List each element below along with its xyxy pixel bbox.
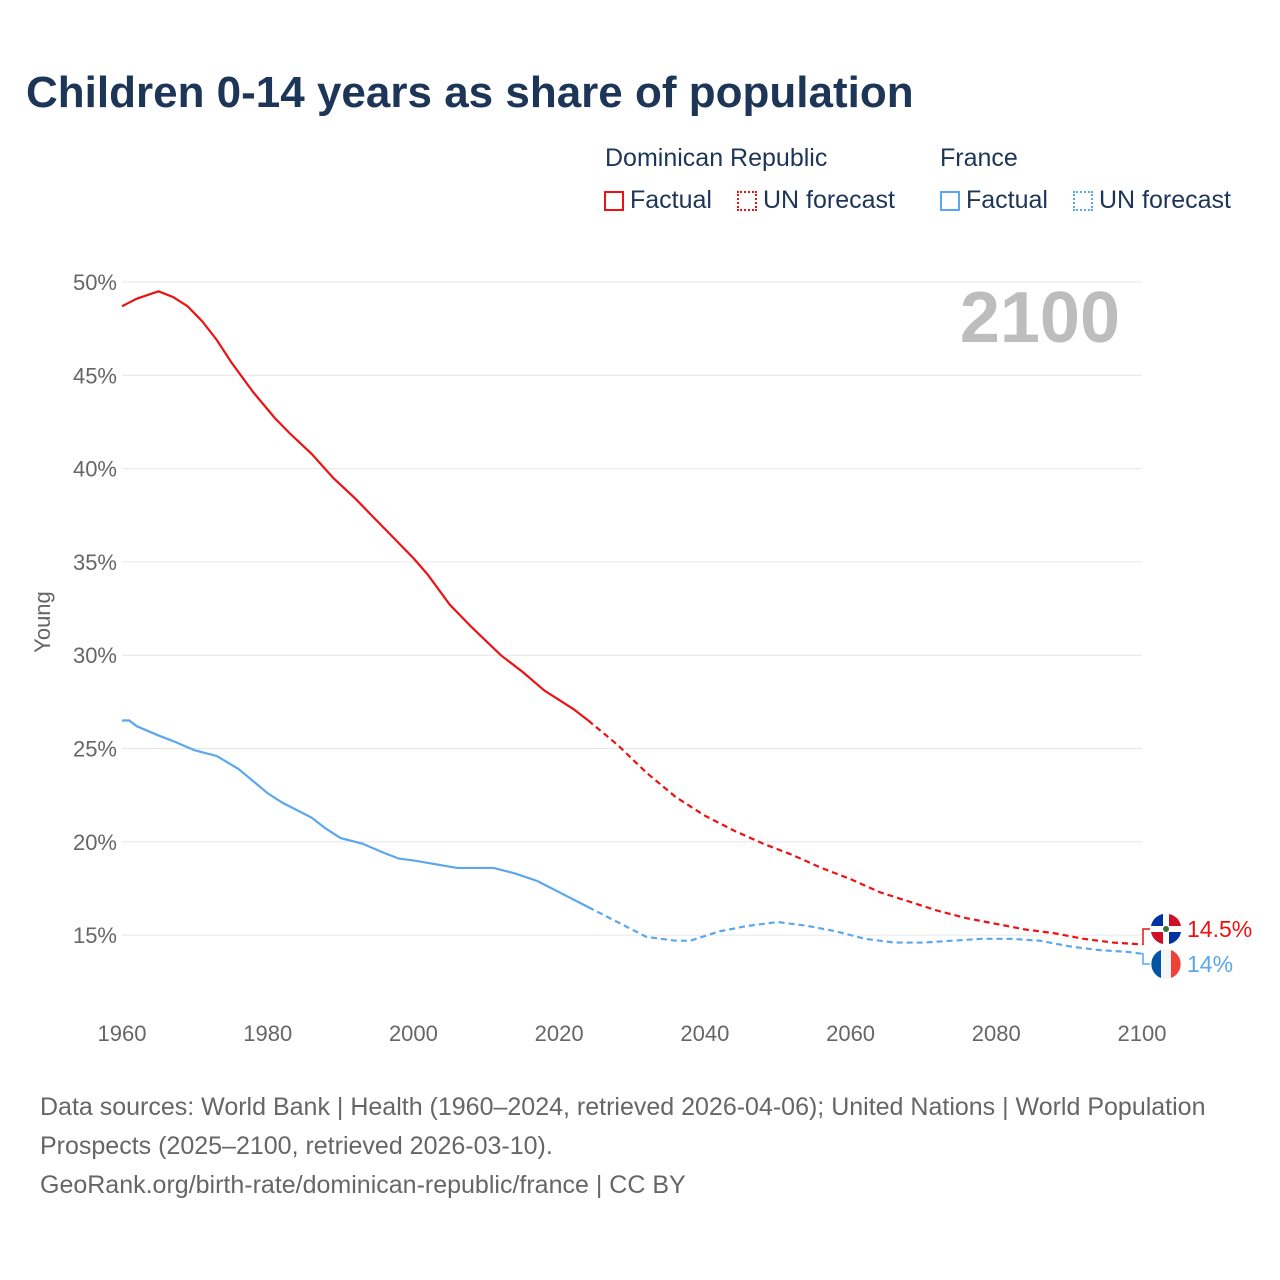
- x-tick-label: 2100: [1118, 1021, 1167, 1046]
- legend-fr-factual[interactable]: Factual: [940, 186, 1048, 215]
- chart-title: Children 0-14 years as share of populati…: [26, 68, 914, 117]
- data-sources: Data sources: World Bank | Health (1960–…: [40, 1093, 1206, 1160]
- legend-label: UN forecast: [763, 186, 895, 214]
- flag-emblem: [1163, 926, 1169, 932]
- legend-group-dr-title: Dominican Republic: [605, 144, 828, 172]
- flag-part: [1171, 950, 1181, 978]
- x-tick-label: 2000: [389, 1021, 438, 1046]
- y-tick-label: 30%: [73, 643, 117, 668]
- y-tick-label: 40%: [73, 457, 117, 482]
- x-tick-label: 2080: [972, 1021, 1021, 1046]
- legend-swatch-solid: [604, 191, 624, 211]
- series-line-forecast: [587, 719, 1143, 946]
- series-end-label: 14%: [1187, 951, 1233, 977]
- flag-part: [1151, 932, 1163, 944]
- legend-label: Factual: [966, 186, 1048, 214]
- flag-part: [1151, 950, 1161, 978]
- series-line-forecast: [587, 906, 1143, 955]
- y-axis-label: Young: [30, 591, 55, 653]
- series-line-factual: [122, 719, 589, 909]
- x-tick-label: 2020: [535, 1021, 584, 1046]
- legend-dr-forecast[interactable]: UN forecast: [737, 186, 895, 215]
- legend-label: Factual: [630, 186, 712, 214]
- series-end-label: 14.5%: [1187, 916, 1252, 942]
- legend-swatch-solid: [940, 191, 960, 211]
- series-line-factual: [121, 290, 589, 722]
- legend-fr-forecast[interactable]: UN forecast: [1073, 186, 1231, 215]
- label-connector: [1142, 953, 1150, 965]
- source-link[interactable]: GeoRank.org/birth-rate/dominican-republi…: [40, 1171, 686, 1199]
- legend-group-fr-title: France: [940, 144, 1018, 172]
- y-tick-label: 45%: [73, 363, 117, 388]
- x-tick-label: 2040: [680, 1021, 729, 1046]
- x-tick-label: 1960: [98, 1021, 147, 1046]
- line-chart: 50% 45% 40% 35% 30% 25% 20% 15% 1960 1980 2000 2020…: [30, 270, 1252, 1046]
- label-connector: [1142, 928, 1150, 946]
- flag-part: [1169, 914, 1181, 926]
- legend-dr-factual[interactable]: Factual: [604, 186, 712, 215]
- y-tick-label: 20%: [73, 830, 117, 855]
- x-tick-label: 2060: [826, 1021, 875, 1046]
- flag-part: [1169, 932, 1181, 944]
- x-tick-label: 1980: [243, 1021, 292, 1046]
- y-tick-label: 50%: [73, 270, 117, 295]
- legend-label: UN forecast: [1099, 186, 1231, 214]
- legend-swatch-dotted: [737, 191, 757, 211]
- y-tick-label: 25%: [73, 737, 117, 762]
- footer: Data sources: World Bank | Health (1960–…: [40, 1088, 1220, 1205]
- year-display: 2100: [960, 278, 1120, 358]
- flag-part: [1151, 914, 1163, 926]
- y-tick-label: 35%: [73, 550, 117, 575]
- y-tick-label: 15%: [73, 923, 117, 948]
- legend-swatch-dotted: [1073, 191, 1093, 211]
